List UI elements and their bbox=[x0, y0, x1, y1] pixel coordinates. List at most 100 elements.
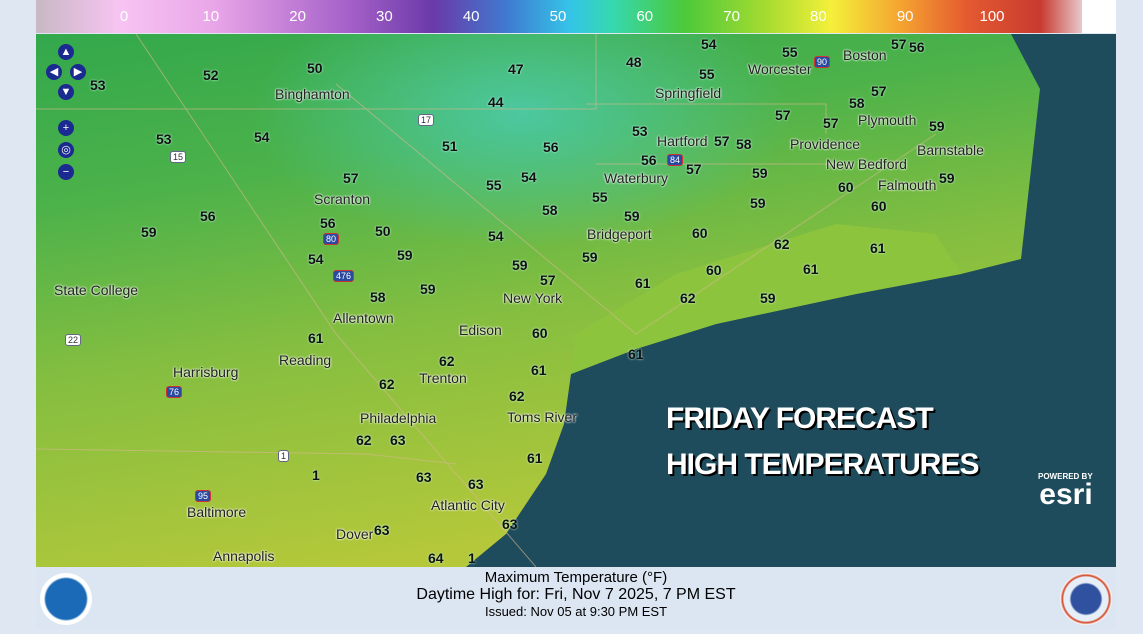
temperature-value: 63 bbox=[468, 476, 484, 492]
place-label: Dover bbox=[336, 526, 374, 542]
temperature-value: 59 bbox=[624, 208, 640, 224]
temperature-value: 59 bbox=[141, 224, 157, 240]
temperature-value: 63 bbox=[502, 516, 518, 532]
forecast-title: FRIDAY FORECAST HIGH TEMPERATURES bbox=[666, 396, 979, 488]
highway-shield: 476 bbox=[333, 270, 355, 282]
temperature-value: 54 bbox=[488, 228, 504, 244]
place-label: Reading bbox=[279, 352, 332, 368]
temperature-value: 59 bbox=[939, 170, 955, 186]
temperature-value: 63 bbox=[390, 432, 406, 448]
zoom-out-button[interactable]: − bbox=[58, 164, 74, 180]
temperature-value: 56 bbox=[909, 39, 925, 55]
temperature-value: 59 bbox=[752, 165, 768, 181]
place-label: Boston bbox=[843, 47, 887, 63]
temperature-value: 62 bbox=[509, 388, 525, 404]
map-footer: Maximum Temperature (°F) Daytime High fo… bbox=[36, 567, 1116, 629]
temperature-value: 53 bbox=[156, 131, 172, 147]
highway-shield: 1 bbox=[278, 450, 290, 462]
place-label: Trenton bbox=[419, 370, 467, 386]
zoom-in-button[interactable]: + bbox=[58, 120, 74, 136]
temperature-value: 57 bbox=[686, 161, 702, 177]
temperature-value: 63 bbox=[416, 469, 432, 485]
forecast-map[interactable]: ▲ ◀ ▶ ▼ + ◎ − 53 52 50 47 48 54 55 57 56 57 44 55 53… bbox=[36, 34, 1116, 567]
place-label: Toms River bbox=[507, 409, 578, 425]
pan-up-button[interactable]: ▲ bbox=[58, 44, 74, 60]
temperature-value: 57 bbox=[343, 170, 359, 186]
place-label: Annapolis bbox=[213, 548, 275, 564]
temperature-value: 57 bbox=[540, 272, 556, 288]
temperature-value: 52 bbox=[203, 67, 219, 83]
highway-shield: 15 bbox=[170, 151, 187, 163]
temperature-value: 53 bbox=[90, 77, 106, 93]
place-label: Edison bbox=[459, 322, 502, 338]
place-label: State College bbox=[54, 282, 139, 298]
temperature-value: 58 bbox=[849, 95, 865, 111]
temperature-value: 59 bbox=[397, 247, 413, 263]
place-label: Binghamton bbox=[275, 86, 350, 102]
place-label: Providence bbox=[790, 136, 861, 152]
temperature-value: 55 bbox=[592, 189, 608, 205]
place-label: Allentown bbox=[333, 310, 394, 326]
highway-shield: 90 bbox=[814, 56, 831, 68]
highway-shield: 80 bbox=[323, 233, 340, 245]
temperature-value: 59 bbox=[512, 257, 528, 273]
temperature-value: 59 bbox=[582, 249, 598, 265]
legend-tick: 0 bbox=[119, 8, 129, 25]
temperature-value: 57 bbox=[891, 36, 907, 52]
temperature-value: 59 bbox=[929, 118, 945, 134]
temperature-value: 55 bbox=[486, 177, 502, 193]
highway-shield: 22 bbox=[65, 334, 82, 346]
globe-icon[interactable]: ◎ bbox=[58, 142, 74, 158]
map-nav-control: ▲ ◀ ▶ ▼ + ◎ − bbox=[46, 44, 86, 184]
legend-tick: 60 bbox=[636, 8, 654, 25]
temperature-value: 51 bbox=[442, 138, 458, 154]
temperature-value: 54 bbox=[254, 129, 270, 145]
place-label: Philadelphia bbox=[360, 410, 437, 426]
temperature-value: 60 bbox=[871, 198, 887, 214]
temperature-value: 58 bbox=[542, 202, 558, 218]
issued-time: Issued: Nov 05 at 9:30 PM EST bbox=[484, 604, 668, 619]
temperature-value: 61 bbox=[870, 240, 886, 256]
pan-down-button[interactable]: ▼ bbox=[58, 84, 74, 100]
temperature-color-scale: 0 10 20 30 40 50 60 70 80 90 100 bbox=[36, 0, 1082, 33]
place-label: Barnstable bbox=[917, 142, 984, 158]
place-label: Plymouth bbox=[858, 112, 917, 128]
temperature-value: 56 bbox=[641, 152, 657, 168]
temperature-value: 60 bbox=[838, 179, 854, 195]
legend-tick: 30 bbox=[376, 8, 393, 25]
place-label: New Bedford bbox=[826, 156, 907, 172]
temperature-value: 54 bbox=[521, 169, 537, 185]
pan-left-button[interactable]: ◀ bbox=[46, 64, 62, 80]
temperature-value: 57 bbox=[823, 115, 839, 131]
temperature-value: 61 bbox=[531, 362, 547, 378]
temperature-value: 1 bbox=[468, 550, 476, 566]
legend-tick: 100 bbox=[979, 8, 1005, 25]
temperature-value: 56 bbox=[543, 139, 559, 155]
temperature-value: 54 bbox=[701, 36, 717, 52]
temperature-value: 58 bbox=[736, 136, 752, 152]
temperature-value: 62 bbox=[379, 376, 395, 392]
temperature-value: 59 bbox=[760, 290, 776, 306]
highway-shield: 95 bbox=[195, 490, 212, 502]
place-label: Baltimore bbox=[187, 504, 247, 520]
map-shapes bbox=[36, 34, 1116, 567]
legend-tick: 40 bbox=[462, 8, 480, 25]
temperature-value: 57 bbox=[775, 107, 791, 123]
temperature-value: 60 bbox=[692, 225, 708, 241]
temperature-value: 58 bbox=[370, 289, 386, 305]
temperature-value: 53 bbox=[632, 123, 648, 139]
place-label: Worcester bbox=[748, 61, 812, 77]
temperature-value: 57 bbox=[714, 133, 730, 149]
product-title: Maximum Temperature (°F) bbox=[484, 569, 668, 586]
place-label: Waterbury bbox=[604, 170, 669, 186]
temperature-value: 44 bbox=[488, 94, 504, 110]
legend-end bbox=[1082, 0, 1116, 33]
temperature-value: 61 bbox=[308, 330, 324, 346]
legend-tick: 20 bbox=[289, 8, 306, 25]
pan-right-button[interactable]: ▶ bbox=[70, 64, 86, 80]
temperature-value: 1 bbox=[312, 467, 320, 483]
temperature-value: 64 bbox=[428, 550, 444, 566]
place-label: Scranton bbox=[314, 191, 371, 207]
legend-tick: 70 bbox=[723, 8, 740, 25]
temperature-value: 56 bbox=[200, 208, 216, 224]
